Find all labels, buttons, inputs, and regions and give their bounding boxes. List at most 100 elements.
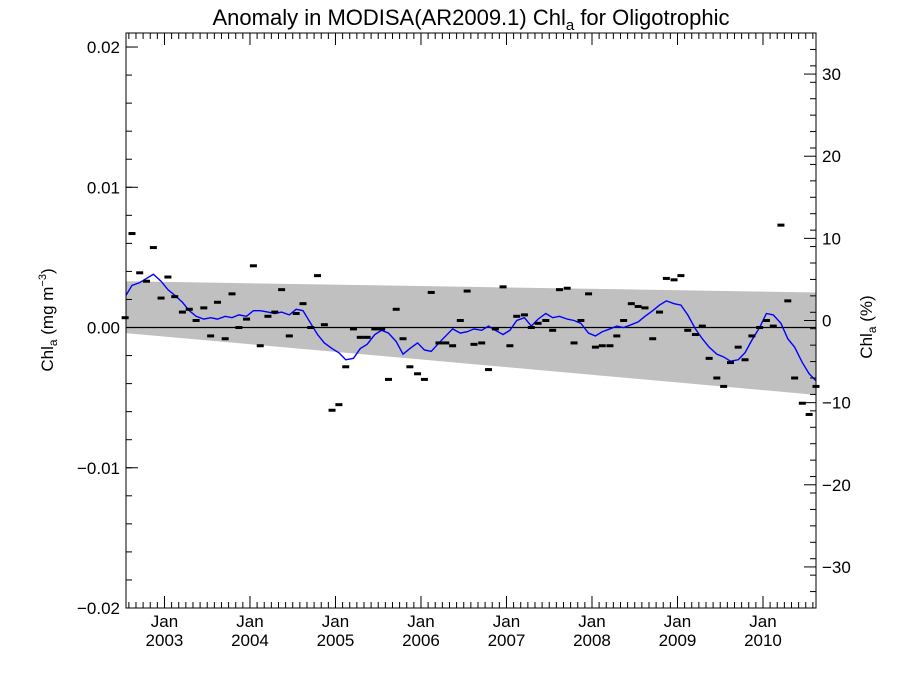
- data-point: [791, 376, 799, 380]
- data-point: [591, 345, 599, 349]
- x-tick-month: Jan: [493, 612, 520, 631]
- data-point: [243, 317, 251, 321]
- data-point: [713, 376, 721, 380]
- data-point: [314, 274, 322, 278]
- data-point: [271, 310, 279, 314]
- data-point: [513, 314, 521, 318]
- data-points: [121, 223, 820, 416]
- chart-title-suffix: for Oligotrophic: [574, 5, 729, 30]
- data-point: [677, 274, 685, 278]
- data-point: [136, 271, 144, 275]
- data-point: [478, 341, 486, 345]
- data-point: [641, 306, 649, 310]
- data-point: [520, 313, 528, 317]
- data-point: [414, 372, 422, 376]
- data-point: [485, 368, 493, 372]
- data-point: [378, 327, 386, 331]
- data-point: [420, 377, 428, 381]
- left-tick-label: −0.02: [77, 599, 120, 618]
- right-tick-label: 20: [822, 147, 841, 166]
- right-axis-label-main: Chl: [857, 333, 876, 359]
- data-point: [570, 341, 578, 345]
- data-point: [741, 358, 749, 362]
- data-point: [613, 334, 621, 338]
- data-point: [748, 334, 756, 338]
- right-tick-label: −30: [822, 558, 851, 577]
- right-tick-label: −20: [822, 476, 851, 495]
- left-tick-label: −0.01: [77, 459, 120, 478]
- data-point: [363, 335, 371, 339]
- data-point: [449, 344, 457, 348]
- data-point: [734, 345, 742, 349]
- data-point: [798, 401, 806, 405]
- right-axis-label-sub: a: [865, 326, 879, 333]
- data-point: [606, 344, 614, 348]
- data-point: [157, 296, 165, 300]
- data-point: [356, 335, 364, 339]
- data-point: [256, 344, 264, 348]
- data-point: [705, 356, 713, 360]
- data-point: [307, 326, 315, 330]
- data-point: [634, 304, 642, 308]
- data-point: [200, 306, 208, 310]
- x-tick-year: 2006: [402, 631, 440, 650]
- left-axis-label-sub: a: [46, 339, 60, 346]
- data-point: [384, 377, 392, 381]
- data-point: [278, 288, 286, 292]
- data-point: [143, 279, 151, 283]
- x-tick-month: Jan: [749, 612, 776, 631]
- data-point: [563, 286, 571, 290]
- x-tick-year: 2010: [744, 631, 782, 650]
- data-point: [349, 327, 357, 331]
- x-tick-month: Jan: [236, 612, 263, 631]
- chart-title: Anomaly in MODISA(AR2009.1) Chla for Oli…: [213, 5, 730, 34]
- right-tick-label: 30: [822, 65, 841, 84]
- data-point: [549, 328, 557, 332]
- data-point: [221, 337, 229, 341]
- data-point: [491, 327, 499, 331]
- data-point: [805, 412, 813, 416]
- data-point: [684, 328, 692, 332]
- data-point: [442, 341, 450, 345]
- data-point: [585, 292, 593, 296]
- data-point: [670, 278, 678, 282]
- smooth-series-line: [125, 273, 817, 382]
- left-axis-label-unit: (mg m: [38, 287, 57, 340]
- data-point: [527, 326, 535, 330]
- x-tick-year: 2005: [317, 631, 355, 650]
- data-point: [662, 276, 670, 280]
- right-tick-label: 10: [822, 229, 841, 248]
- data-point: [128, 232, 136, 236]
- data-point: [299, 302, 307, 306]
- x-tick-year: 2003: [146, 631, 184, 650]
- left-tick-label: 0.00: [87, 319, 120, 338]
- x-tick-year: 2004: [231, 631, 269, 650]
- data-point: [264, 314, 272, 318]
- data-point: [555, 288, 563, 292]
- data-point: [285, 334, 293, 338]
- data-point: [656, 310, 664, 314]
- plot-area: [121, 32, 820, 609]
- data-point: [392, 307, 400, 311]
- data-point: [328, 408, 336, 412]
- data-point: [192, 319, 200, 322]
- chart-title-subscript: a: [566, 17, 575, 34]
- left-axis-label: Chla (mg m−3): [37, 268, 60, 371]
- x-tick-month: Jan: [578, 612, 605, 631]
- data-point: [171, 295, 179, 299]
- data-point: [320, 323, 328, 327]
- data-point: [427, 290, 435, 294]
- data-point: [178, 310, 186, 314]
- right-axis: 30 20 10 0 −10 −20 −30: [804, 32, 851, 609]
- data-point: [185, 307, 193, 311]
- data-point: [435, 341, 443, 345]
- data-point: [371, 327, 379, 331]
- chart-title-main: Anomaly in MODISA(AR2009.1) Chl: [213, 5, 566, 30]
- data-point: [406, 365, 414, 369]
- data-point: [534, 321, 542, 325]
- data-point: [456, 319, 464, 322]
- data-point: [149, 246, 157, 250]
- data-point: [470, 342, 478, 346]
- data-point: [164, 275, 172, 279]
- left-tick-label: 0.02: [87, 38, 120, 57]
